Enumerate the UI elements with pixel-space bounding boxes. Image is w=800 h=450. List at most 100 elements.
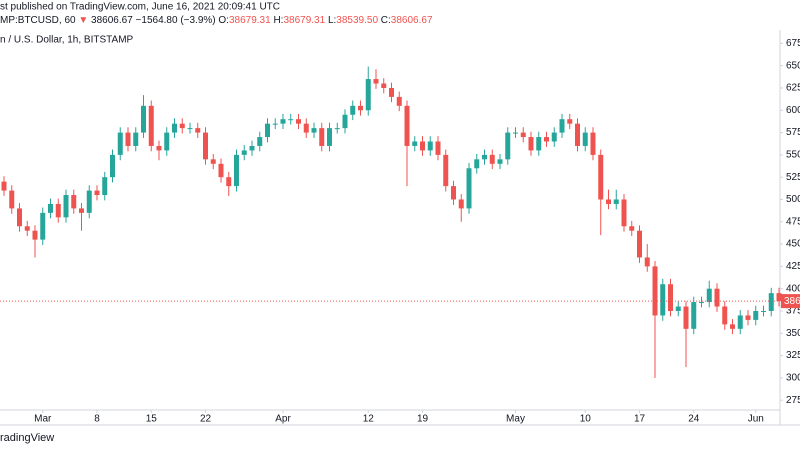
candle-body bbox=[203, 132, 208, 160]
candle-body bbox=[621, 199, 627, 227]
candle-body bbox=[520, 132, 526, 138]
x-tick-label: Jun bbox=[748, 414, 764, 425]
l-label: L: bbox=[328, 15, 336, 26]
o-value: 38679.31 bbox=[229, 15, 271, 26]
candle-body bbox=[79, 208, 84, 213]
x-tick-label: 17 bbox=[634, 414, 646, 425]
y-tick-label: 30000 bbox=[786, 373, 800, 384]
last-price-box bbox=[781, 294, 800, 309]
candle-body bbox=[474, 159, 480, 169]
x-tick-label: 12 bbox=[363, 414, 375, 425]
candle-body bbox=[102, 177, 108, 196]
candle-body bbox=[86, 190, 92, 213]
symbol-description: n / U.S. Dollar, 1h, BITSTAMP bbox=[0, 35, 134, 46]
arrow: ▼ bbox=[78, 15, 88, 26]
candle-body bbox=[435, 141, 441, 155]
candle-body bbox=[683, 306, 689, 329]
candle-body bbox=[722, 306, 728, 325]
candle-body bbox=[303, 123, 309, 133]
candle-body bbox=[528, 137, 534, 151]
candle-body bbox=[32, 230, 38, 240]
y-tick-label: 60000 bbox=[786, 105, 800, 116]
c-label: C: bbox=[381, 15, 391, 26]
candle-body bbox=[598, 154, 604, 200]
candle-body bbox=[234, 154, 239, 187]
candle-body bbox=[466, 168, 472, 209]
candle-body bbox=[9, 190, 15, 209]
candle-body bbox=[737, 315, 743, 329]
candle-body bbox=[257, 137, 263, 146]
candle-body bbox=[675, 306, 681, 311]
candle-body bbox=[195, 128, 201, 133]
candle-body bbox=[226, 177, 232, 187]
candle-body bbox=[505, 132, 511, 160]
candle-body bbox=[761, 310, 766, 312]
x-tick-label: 24 bbox=[688, 414, 700, 425]
candle-body bbox=[71, 195, 77, 209]
y-tick-label: 52500 bbox=[786, 172, 800, 183]
candle-body bbox=[172, 123, 177, 133]
candle-body bbox=[156, 145, 162, 151]
x-tick-label: 19 bbox=[417, 414, 429, 425]
y-tick-label: 32500 bbox=[786, 350, 800, 361]
candle-body bbox=[141, 105, 146, 133]
candle-body bbox=[280, 119, 286, 124]
x-tick-label: Apr bbox=[275, 414, 291, 425]
candle-body bbox=[551, 132, 557, 142]
candle-body bbox=[179, 123, 185, 129]
candle-body bbox=[311, 128, 317, 133]
candle-body bbox=[117, 132, 123, 155]
candle-body bbox=[210, 159, 216, 164]
candle-body bbox=[575, 123, 580, 146]
y-tick-label: 45000 bbox=[786, 239, 800, 250]
last: 38606.67 bbox=[91, 15, 133, 26]
y-tick-label: 27500 bbox=[786, 395, 800, 406]
candle-body bbox=[443, 154, 449, 187]
y-tick-label: 62500 bbox=[786, 83, 800, 94]
x-tick-label: Mar bbox=[34, 414, 52, 425]
candle-body bbox=[753, 310, 759, 320]
candle-body bbox=[187, 128, 193, 130]
candle-body bbox=[218, 163, 224, 178]
candle-body bbox=[24, 226, 30, 231]
candle-body bbox=[288, 119, 294, 121]
y-tick-label: 67500 bbox=[786, 38, 800, 49]
candle-body bbox=[637, 230, 642, 258]
change: −1564.80 (−3.9%) bbox=[136, 15, 216, 26]
x-tick-label: 8 bbox=[94, 414, 100, 425]
candle-body bbox=[342, 114, 348, 129]
candle-body bbox=[358, 105, 363, 111]
ohlc-line: MP:BTCUSD, 60 ▼ 38606.67 −1564.80 (−3.9%… bbox=[0, 15, 433, 26]
x-tick-label: 10 bbox=[580, 414, 592, 425]
candle-body bbox=[714, 288, 720, 307]
h-label: H: bbox=[273, 15, 283, 26]
y-tick-label: 35000 bbox=[786, 328, 800, 339]
candle-body bbox=[536, 137, 542, 151]
candle-body bbox=[319, 128, 325, 146]
candle-body bbox=[776, 293, 782, 302]
candle-body bbox=[451, 186, 456, 200]
candle-body bbox=[272, 123, 278, 125]
x-tick-label: 22 bbox=[200, 414, 212, 425]
candle-body bbox=[582, 132, 588, 146]
footer-brand: radingView bbox=[0, 432, 54, 444]
l-value: 38539.50 bbox=[336, 15, 378, 26]
candle-body bbox=[1, 181, 7, 191]
last-price-label: 38606.67 bbox=[784, 296, 800, 307]
candle-body bbox=[644, 257, 650, 267]
candle-body bbox=[668, 284, 673, 311]
candle-body bbox=[55, 203, 61, 218]
y-tick-label: 37500 bbox=[786, 306, 800, 317]
c-value: 38606.67 bbox=[391, 15, 433, 26]
candle-body bbox=[241, 150, 247, 155]
y-tick-label: 55000 bbox=[786, 150, 800, 161]
candle-body bbox=[373, 79, 379, 84]
publish-line: st published on TradingView.com, June 16… bbox=[0, 2, 280, 13]
candle-body bbox=[730, 324, 735, 329]
y-tick-label: 42500 bbox=[786, 261, 800, 272]
candle-body bbox=[699, 302, 704, 304]
candle-body bbox=[365, 79, 371, 111]
h-value: 38679.31 bbox=[283, 15, 325, 26]
candle-body bbox=[567, 119, 573, 124]
